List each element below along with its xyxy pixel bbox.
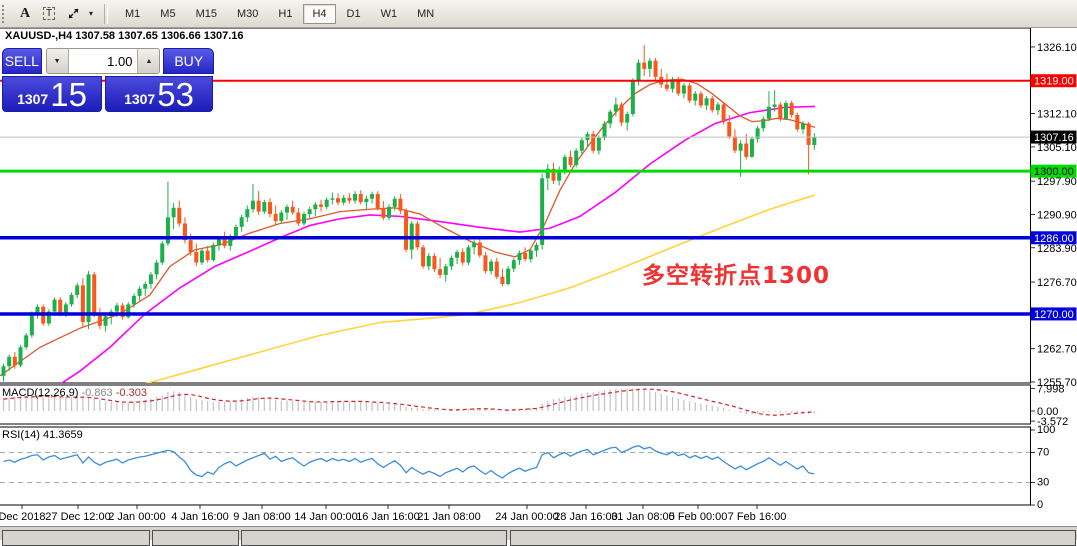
macd-histogram xyxy=(2,388,815,415)
candlestick-series xyxy=(1,45,817,382)
macd-panel[interactable] xyxy=(0,384,1031,425)
macd-signal-value: -0.303 xyxy=(115,387,147,399)
rsi-axis-label: 30 xyxy=(1037,477,1049,489)
time-axis: Dec 2018 27 Dec 12:002 Jan 00:00 4 Jan 16:… xyxy=(0,505,786,523)
toolbar-separator xyxy=(104,3,108,24)
caret-up-icon: ▲ xyxy=(145,57,153,65)
price-axis-label: 1290.90 xyxy=(1037,209,1077,221)
price-axis-label: 1276.70 xyxy=(1037,277,1077,289)
crosshair-arrows-icon[interactable] xyxy=(63,4,83,24)
price-axis-label: 1283.90 xyxy=(1037,243,1077,255)
sell-price-panel[interactable]: 1307 15 xyxy=(2,76,102,112)
macd-axis-label: 0.00 xyxy=(1037,406,1058,418)
docked-window-tab[interactable] xyxy=(510,530,1076,546)
timeframe-button-M30[interactable]: M30 xyxy=(236,7,259,20)
price-tag xyxy=(1030,307,1077,321)
time-axis-label: 16 Jan 16:00 xyxy=(356,511,420,523)
rsi-value: 41.3659 xyxy=(42,429,83,441)
rsi-axis-label: 70 xyxy=(1037,447,1049,459)
volume-decrease-button[interactable]: ▼ xyxy=(46,49,69,73)
docked-window-tab[interactable] xyxy=(241,530,507,546)
timeframe-button-D1[interactable]: D1 xyxy=(346,7,361,20)
timeframe-button-group: M1 M5 M15 M30 H1 H4 D1 W1 MN xyxy=(115,3,444,24)
timeframe-button-H1[interactable]: H1 xyxy=(278,7,293,20)
time-axis-label: 7 Feb 16:00 xyxy=(728,511,787,523)
timeframe-button-W1[interactable]: W1 xyxy=(380,7,398,20)
chart-title: XAUUSD-,H4 1307.58 1307.65 1306.66 1307.… xyxy=(5,30,244,42)
price-tag xyxy=(1030,130,1077,144)
chart-canvas[interactable]: 1326.10 1312.10 1305.10 1297.90 1290.90 1283.… xyxy=(0,27,1077,539)
macd-main-value: -0.863 xyxy=(81,387,113,399)
price-axis-label: 1255.70 xyxy=(1037,377,1077,389)
time-axis-label: 31 Jan 08:00 xyxy=(611,511,675,523)
timeframe-button-MN[interactable]: MN xyxy=(417,7,435,20)
price-tag xyxy=(1030,164,1077,178)
window-tab-strip xyxy=(0,526,1077,546)
timeframe-button-M5[interactable]: M5 xyxy=(160,7,176,20)
price-tag-label: 1300.00 xyxy=(1034,166,1074,178)
sell-button[interactable]: SELL xyxy=(2,48,42,74)
price-tag-label: 1307.16 xyxy=(1034,132,1074,144)
rsi-indicator-label: RSI(14) 41.3659 xyxy=(2,429,83,441)
price-tag-label: 1270.00 xyxy=(1034,309,1074,321)
top-toolbar: A T ▾ M1 M5 M15 M30 H1 H4 D1 W1 MN xyxy=(0,0,1077,28)
volume-increase-button[interactable]: ▲ xyxy=(137,49,160,73)
docked-window-tab[interactable] xyxy=(152,530,239,546)
price-tag-label: 1319.00 xyxy=(1034,76,1074,88)
price-axis-label: 1305.10 xyxy=(1037,142,1077,154)
sell-price-base: 1307 xyxy=(17,91,49,107)
text-label-icon[interactable]: A xyxy=(19,5,31,21)
price-axis: 1326.10 1312.10 1305.10 1297.90 1290.90 1283.… xyxy=(1030,42,1077,389)
ma-slow-line xyxy=(145,194,816,383)
price-axis-label: 1297.90 xyxy=(1037,176,1077,188)
time-axis-label: 21 Jan 08:00 xyxy=(417,511,481,523)
dropdown-caret-icon[interactable]: ▾ xyxy=(88,9,93,18)
one-click-trading-widget: SELL ▼ 1.00 ▲ BUY 1307 15 1307 53 xyxy=(2,48,214,112)
rsi-axis-label: 100 xyxy=(1037,424,1055,436)
time-axis-label: 4 Jan 16:00 xyxy=(171,511,229,523)
time-axis-label: Dec 2018 xyxy=(0,511,46,523)
timeframe-button-M1[interactable]: M1 xyxy=(125,7,141,20)
price-axis-label: 1312.10 xyxy=(1037,109,1077,121)
time-axis-label: 5 Feb 00:00 xyxy=(669,511,728,523)
time-axis-label: 28 Jan 16:00 xyxy=(554,511,618,523)
macd-indicator-label: MACD(12,26,9) -0.863 -0.303 xyxy=(2,387,147,399)
sell-price-pips: 15 xyxy=(50,76,87,113)
timeframe-button-H4[interactable]: H4 xyxy=(303,3,336,24)
rsi-panel[interactable] xyxy=(0,426,1031,506)
macd-signal-line xyxy=(3,388,815,416)
chart-annotation-text[interactable]: 多空转折点1300 xyxy=(642,263,831,289)
caret-down-icon: ▼ xyxy=(53,57,61,65)
buy-button[interactable]: BUY xyxy=(163,48,214,74)
price-tag-label: 1286.00 xyxy=(1034,233,1074,245)
text-box-glyph: T xyxy=(42,7,56,20)
buy-price-panel[interactable]: 1307 53 xyxy=(105,76,213,112)
price-tag xyxy=(1030,74,1077,88)
buy-price-base: 1307 xyxy=(124,91,156,107)
volume-stepper: ▼ 1.00 ▲ xyxy=(45,48,161,74)
toolbar-grip[interactable] xyxy=(2,4,7,23)
timeframe-button-M15[interactable]: M15 xyxy=(195,7,217,20)
time-axis-label: 2 Jan 00:00 xyxy=(108,511,166,523)
macd-axis-label: -3.572 xyxy=(1037,416,1068,428)
price-axis-label: 1262.70 xyxy=(1037,344,1077,356)
volume-input[interactable]: 1.00 xyxy=(68,49,138,73)
buy-price-pips: 53 xyxy=(157,76,194,113)
price-axis-label: 1326.10 xyxy=(1037,42,1077,54)
macd-axis-label: 7.998 xyxy=(1037,383,1065,395)
time-axis-label: 14 Jan 00:00 xyxy=(294,511,358,523)
price-tag xyxy=(1030,231,1077,245)
macd-label: MACD(12,26,9) xyxy=(2,387,79,399)
docked-window-tab[interactable] xyxy=(2,530,150,546)
time-axis-label: 9 Jan 08:00 xyxy=(233,511,291,523)
rsi-line xyxy=(3,445,815,479)
rsi-axis-label: 0 xyxy=(1037,499,1043,511)
text-box-icon[interactable]: T xyxy=(39,4,59,24)
time-axis-label: 27 Dec 12:00 xyxy=(45,511,110,523)
time-axis-label: 24 Jan 00:00 xyxy=(495,511,559,523)
rsi-label: RSI(14) xyxy=(2,429,40,441)
